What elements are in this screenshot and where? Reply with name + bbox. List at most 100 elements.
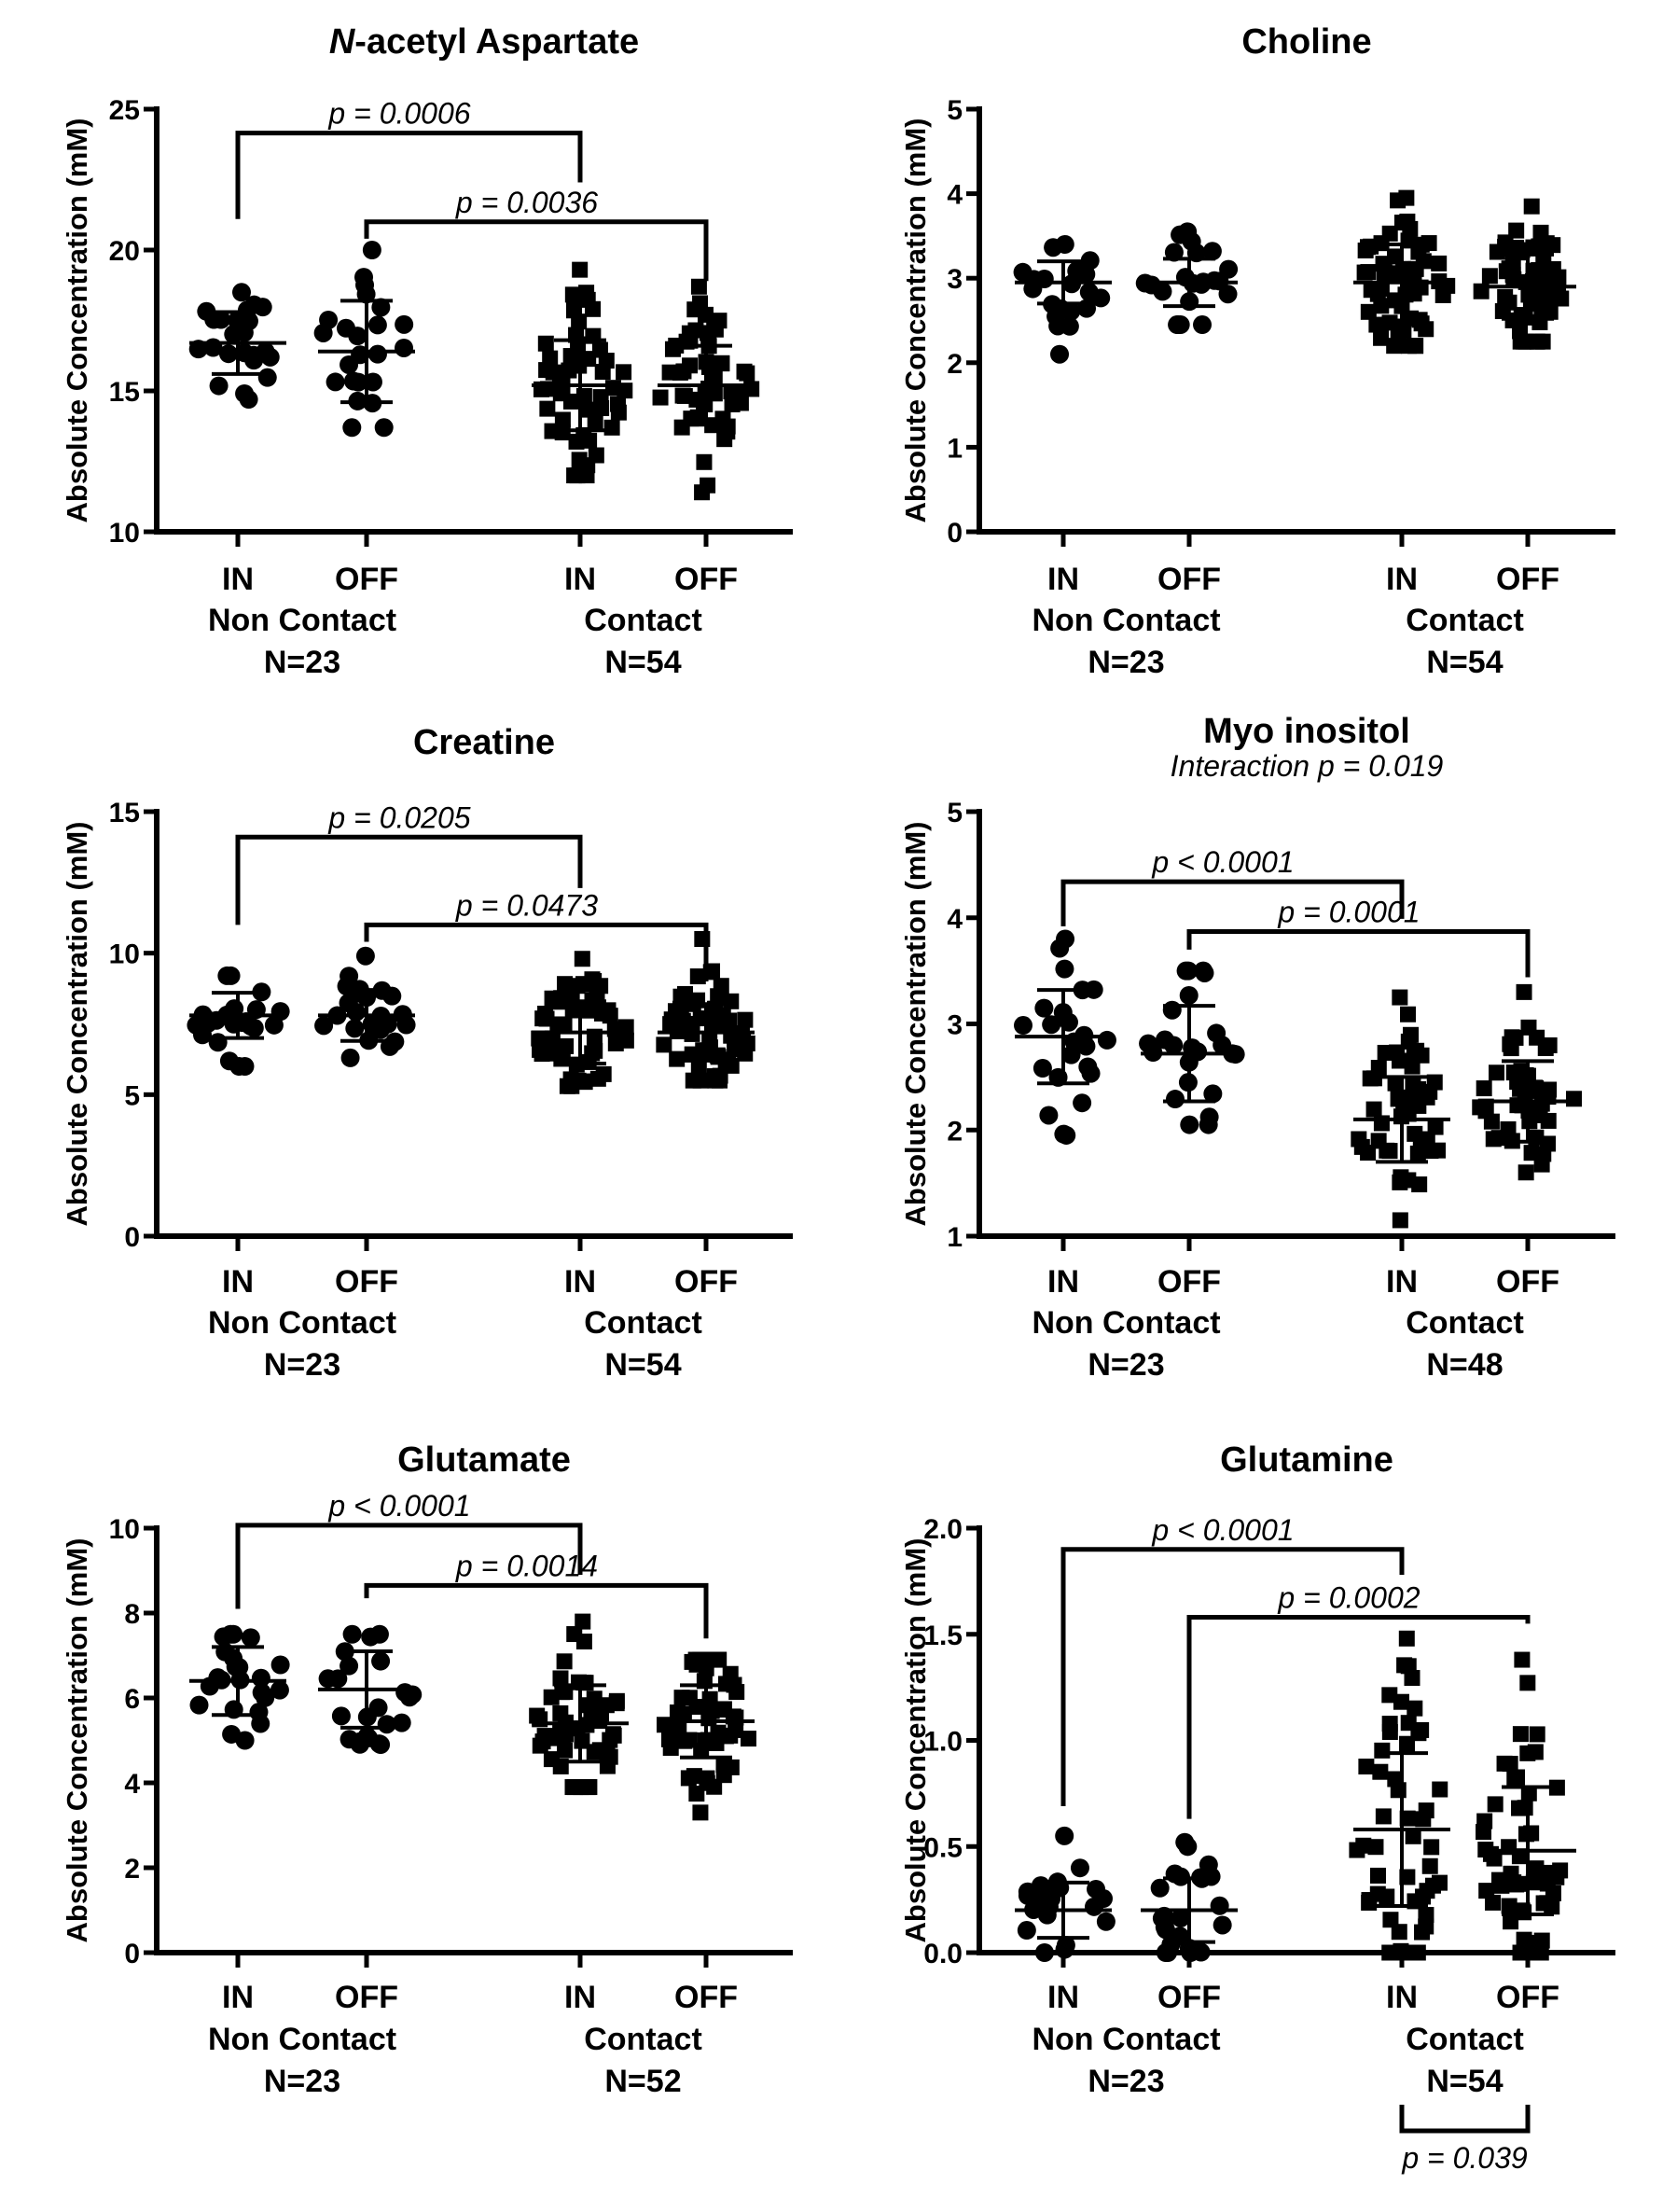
data-point [1538, 276, 1555, 293]
data-point [1180, 1115, 1199, 1134]
y-tick-label: 15 [109, 798, 140, 828]
data-point [367, 315, 387, 335]
y-tick-label: 2.0 [923, 1514, 963, 1545]
data-point [557, 1742, 574, 1759]
data-point [1024, 270, 1044, 289]
data-point [1054, 1124, 1074, 1144]
data-point [652, 389, 669, 406]
x-category-label: IN [1386, 1980, 1418, 2015]
significance-bracket [364, 922, 709, 981]
data-point [385, 1032, 405, 1051]
data-point [1383, 1944, 1400, 1961]
data-point [581, 1002, 598, 1019]
data-point [217, 966, 237, 985]
data-point [707, 1072, 724, 1089]
group-n-label: N=23 [1088, 1347, 1164, 1383]
data-point [1382, 1912, 1399, 1928]
data-point [235, 1057, 255, 1076]
p-value-label: p = 0.0473 [455, 888, 598, 922]
group-label: Contact [1406, 1305, 1524, 1341]
chart-title: Creatine [413, 723, 555, 762]
data-point [270, 1655, 290, 1675]
data-point [348, 327, 367, 346]
y-tick-label: 0 [124, 1222, 140, 1253]
data-point [564, 1779, 581, 1796]
data-point [701, 1034, 718, 1050]
group-n-label: N=23 [264, 1347, 340, 1383]
data-point [543, 1751, 560, 1768]
data-point [581, 432, 598, 449]
data-point [1165, 1090, 1185, 1109]
data-point [1415, 1888, 1432, 1905]
significance-bracket [1060, 1547, 1405, 1807]
data-point [1193, 315, 1213, 335]
data-point [574, 951, 590, 967]
data-point [1523, 198, 1540, 215]
x-category-label: OFF [1496, 1980, 1559, 2015]
x-category-label: OFF [1157, 1264, 1221, 1300]
data-point [1150, 1878, 1170, 1898]
y-tick-label: 5 [947, 798, 963, 828]
data-point [662, 1740, 679, 1757]
data-point [600, 1002, 617, 1019]
data-point [1360, 264, 1377, 281]
data-point [354, 268, 374, 287]
data-point [1390, 192, 1407, 209]
mean-sd-errorbar [1015, 988, 1112, 1086]
y-axis-label: Absolute Concentration (mM) [61, 822, 93, 1227]
chart-panel-creatine: Creatine 0 5 10 15 Absolute Concentration (mM… [61, 723, 793, 1383]
data-point [1055, 1826, 1074, 1845]
data-point [1393, 1693, 1409, 1710]
p-value-label: p = 0.0002 [1277, 1581, 1420, 1615]
data-point [566, 467, 583, 484]
mean-sd-errorbar [318, 988, 415, 1043]
group-n-label: N=23 [264, 2064, 340, 2099]
data-point [1485, 1894, 1502, 1911]
data-point [579, 1779, 596, 1796]
data-point [1514, 1651, 1531, 1668]
chart-panel-acetylaspartate: N-acetyl Aspartate 10 15 20 25 Absolute Conce… [61, 22, 793, 680]
data-point [374, 418, 394, 438]
y-tick-label: 1.5 [923, 1621, 963, 1651]
data-point [1351, 1131, 1367, 1148]
data-point [270, 1680, 289, 1700]
data-point [339, 994, 358, 1013]
data-point [1199, 1855, 1218, 1874]
data-point [1410, 243, 1427, 260]
data-point [1213, 1915, 1232, 1935]
data-point [1358, 1759, 1375, 1775]
data-point [1508, 222, 1525, 239]
significance-bracket-bottom [1399, 2105, 1531, 2134]
mean-sd-errorbar [532, 999, 629, 1065]
data-point [1381, 314, 1398, 331]
significance-bracket [1186, 1615, 1531, 1819]
group-label: Contact [584, 603, 702, 638]
data-point [1386, 338, 1403, 355]
data-point [1365, 1101, 1382, 1118]
data-point [349, 372, 368, 392]
chart-title-text: Creatine [413, 723, 555, 762]
data-point [683, 410, 700, 427]
data-point [1478, 1883, 1495, 1899]
data-point [340, 1656, 359, 1676]
data-point [1476, 1080, 1492, 1097]
data-point [392, 1713, 411, 1732]
data-point [1553, 290, 1570, 307]
data-point [1392, 989, 1408, 1006]
x-category-label: OFF [1496, 1264, 1559, 1300]
group-n-label: N=54 [604, 645, 681, 680]
data-point [1512, 1726, 1529, 1743]
data-point [1413, 1047, 1430, 1064]
data-point [400, 1688, 420, 1707]
data-point [566, 1626, 583, 1643]
mean-sd-errorbar [658, 343, 755, 427]
data-point [1423, 1839, 1440, 1856]
data-point [340, 355, 359, 374]
data-point [605, 1727, 622, 1744]
data-point [723, 1759, 740, 1775]
mean-sd-errorbar [1141, 257, 1238, 309]
data-point [342, 1624, 362, 1644]
data-point [350, 1734, 369, 1754]
data-point [1525, 295, 1542, 312]
data-point [257, 368, 277, 387]
